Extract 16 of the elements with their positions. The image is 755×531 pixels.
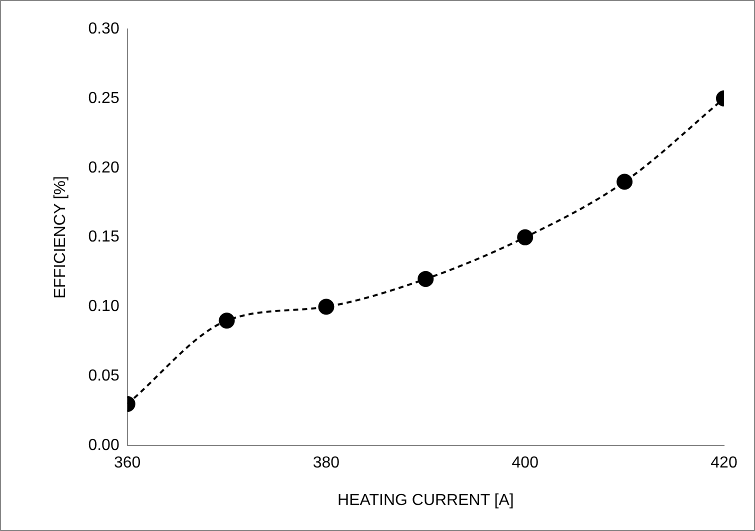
x-tick-label: 420 — [710, 454, 738, 472]
point — [318, 298, 334, 315]
y-tick-label: 0.00 — [88, 437, 120, 454]
y-tick-label: 0.30 — [88, 20, 120, 38]
y-tick-label: 0.20 — [88, 159, 120, 176]
x-axis-title: HEATING CURRENT [A] — [338, 492, 514, 509]
point — [418, 270, 434, 287]
x-tick-label: 400 — [512, 454, 539, 472]
y-tick-label: 0.15 — [88, 228, 120, 246]
x-tick-label: 380 — [312, 454, 340, 472]
y-axis-title: EFFICIENCY [%] — [52, 176, 70, 298]
y-tick-label: 0.25 — [88, 90, 120, 107]
y-tick-label: 0.10 — [88, 298, 120, 316]
y-tick-label: 0.05 — [88, 368, 120, 385]
x-tick-label: 360 — [114, 454, 141, 472]
point — [517, 229, 534, 246]
